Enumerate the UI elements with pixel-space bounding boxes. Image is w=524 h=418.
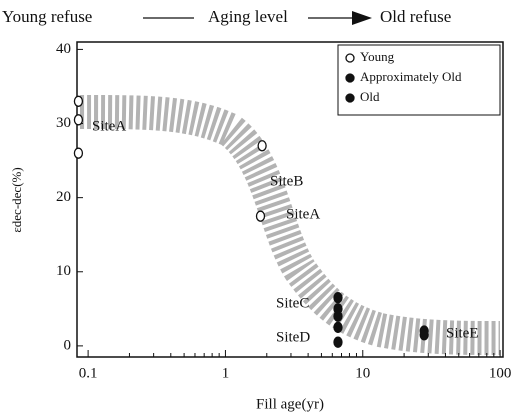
legend-marker xyxy=(345,73,355,83)
header-left: Young refuse xyxy=(2,7,92,26)
legend-label: Young xyxy=(360,49,395,64)
point xyxy=(73,95,84,107)
point xyxy=(257,140,267,152)
annotation: SiteD xyxy=(276,329,310,345)
y-tick-label: 30 xyxy=(56,115,71,131)
x-tick-label: 100 xyxy=(489,365,512,381)
x-tick-label: 0.1 xyxy=(79,365,98,381)
y-tick-label: 10 xyxy=(56,263,71,279)
point xyxy=(73,114,84,126)
arrow-head xyxy=(352,11,372,25)
annotation: SiteE xyxy=(446,325,479,341)
y-tick-label: 20 xyxy=(56,189,71,205)
y-tick-label: 0 xyxy=(64,337,72,353)
legend-marker xyxy=(345,53,355,63)
y-label: εdec-dec(%) xyxy=(9,167,24,232)
header-mid: Aging level xyxy=(208,7,288,26)
annotation: SiteB xyxy=(270,173,303,189)
x-tick-label: 1 xyxy=(222,365,230,381)
point xyxy=(419,329,429,341)
annotation: SiteA xyxy=(286,206,320,222)
point xyxy=(333,336,343,348)
point xyxy=(333,321,343,334)
legend-label: Approximately Old xyxy=(360,69,462,84)
point xyxy=(255,210,266,222)
legend-marker xyxy=(345,93,355,103)
x-tick-label: 10 xyxy=(355,365,370,381)
point xyxy=(333,310,343,322)
plot-frame xyxy=(76,41,504,358)
legend-box xyxy=(337,44,501,116)
shaded-band xyxy=(79,95,501,355)
x-label: Fill age(yr) xyxy=(256,396,324,412)
point xyxy=(73,147,84,159)
header-right: Old refuse xyxy=(380,7,451,26)
annotation: SiteA xyxy=(92,118,126,134)
point xyxy=(333,292,343,304)
y-tick-label: 40 xyxy=(56,41,71,57)
legend-label: Old xyxy=(360,89,380,104)
annotation: SiteC xyxy=(276,295,309,311)
